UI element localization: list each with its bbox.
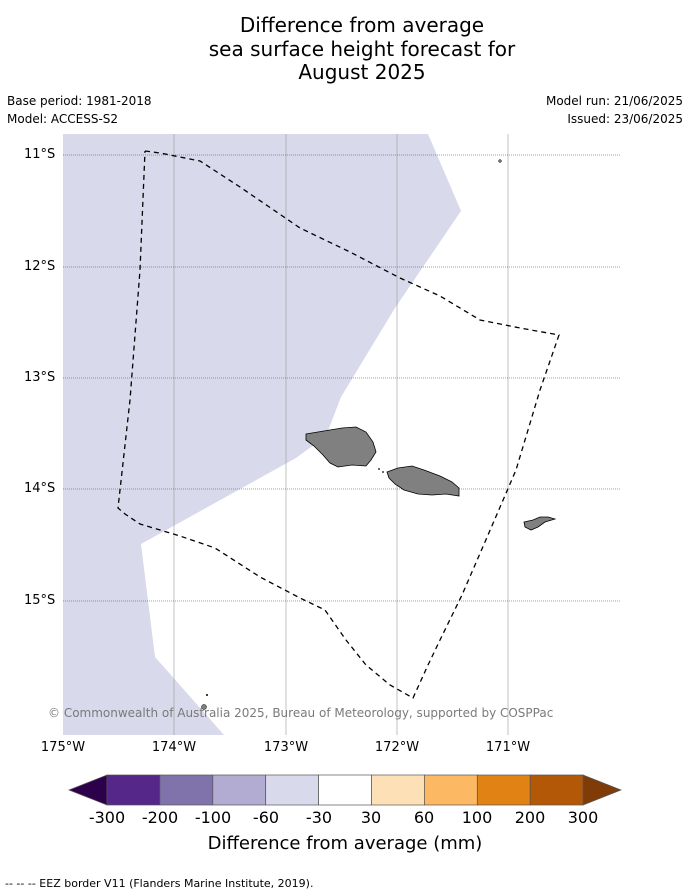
lat-tick-label: 14°S: [24, 481, 56, 496]
rose-atoll: [498, 159, 502, 163]
lat-tick-label: 11°S: [24, 147, 56, 162]
title-line: August 2025: [298, 60, 426, 84]
lat-tick-label: 13°S: [24, 370, 56, 385]
model-run: Model run: 21/06/2025: [545, 94, 683, 108]
lon-tick-label: 175°W: [40, 740, 86, 755]
colorbar-segment: [476, 774, 531, 806]
lat-tick-label: 12°S: [24, 259, 56, 274]
colorbar-tick-label: 200: [514, 808, 546, 827]
small-island: [201, 704, 207, 710]
colorbar-segment: [106, 774, 161, 806]
colorbar-tick-label: -300: [88, 808, 126, 827]
colorbar-tick-label: 100: [461, 808, 493, 827]
issued-date: Issued: 23/06/2025: [567, 112, 683, 126]
lon-tick-label: 173°W: [263, 740, 309, 755]
anomaly-zone-minus30-to-minus60: [63, 134, 461, 735]
base-period: Base period: 1981-2018: [7, 94, 152, 108]
colorbar-tick-label: -30: [305, 808, 333, 827]
colorbar: [68, 774, 622, 806]
colorbar-extend-low: [68, 774, 108, 806]
lon-tick-label: 172°W: [374, 740, 420, 755]
tutuila-island: [523, 516, 557, 531]
colorbar-segment: [318, 774, 372, 806]
map-title: Difference from average sea surface heig…: [0, 13, 690, 85]
lon-tick-label: 174°W: [151, 740, 197, 755]
colorbar-segment: [371, 774, 425, 806]
savaii-island: [305, 426, 377, 468]
model-name: Model: ACCESS-S2: [7, 112, 119, 126]
colorbar-segment: [212, 774, 267, 806]
apolima-islet: [378, 468, 380, 470]
lon-tick-label: 171°W: [485, 740, 531, 755]
colorbar-segment: [424, 774, 478, 806]
colorbar-segment: [159, 774, 214, 806]
colorbar-extend-high: [582, 774, 622, 806]
title-line: Difference from average: [239, 13, 485, 37]
colorbar-segment: [265, 774, 319, 806]
latitude-gridlines: [63, 154, 620, 602]
lat-tick-label: 15°S: [24, 593, 56, 608]
manono-islet: [382, 471, 384, 473]
meta-right: Model run: 21/06/2025 Issued: 23/06/2025: [546, 94, 683, 130]
colorbar-tick-label: -60: [252, 808, 280, 827]
colorbar-tick-label: 60: [413, 808, 435, 827]
meta-left: Base period: 1981-2018 Model: ACCESS-S2: [7, 94, 152, 130]
colorbar-tick-label: -100: [194, 808, 232, 827]
colorbar-tick-label: 300: [567, 808, 599, 827]
map-panel: [63, 134, 620, 735]
colorbar-tick-label: -200: [141, 808, 179, 827]
small-islet: [206, 694, 208, 696]
longitude-gridlines: [173, 134, 509, 735]
title-line: sea surface height forecast for: [208, 36, 516, 61]
colorbar-segment: [529, 774, 584, 806]
colorbar-tick-label: 30: [360, 808, 382, 827]
upolu-island: [386, 465, 460, 497]
eez-footnote: -- -- -- EEZ border V11 (Flanders Marine…: [5, 877, 314, 890]
copyright-notice: © Commonwealth of Australia 2025, Bureau…: [48, 706, 554, 720]
colorbar-label: Difference from average (mm): [207, 833, 483, 854]
